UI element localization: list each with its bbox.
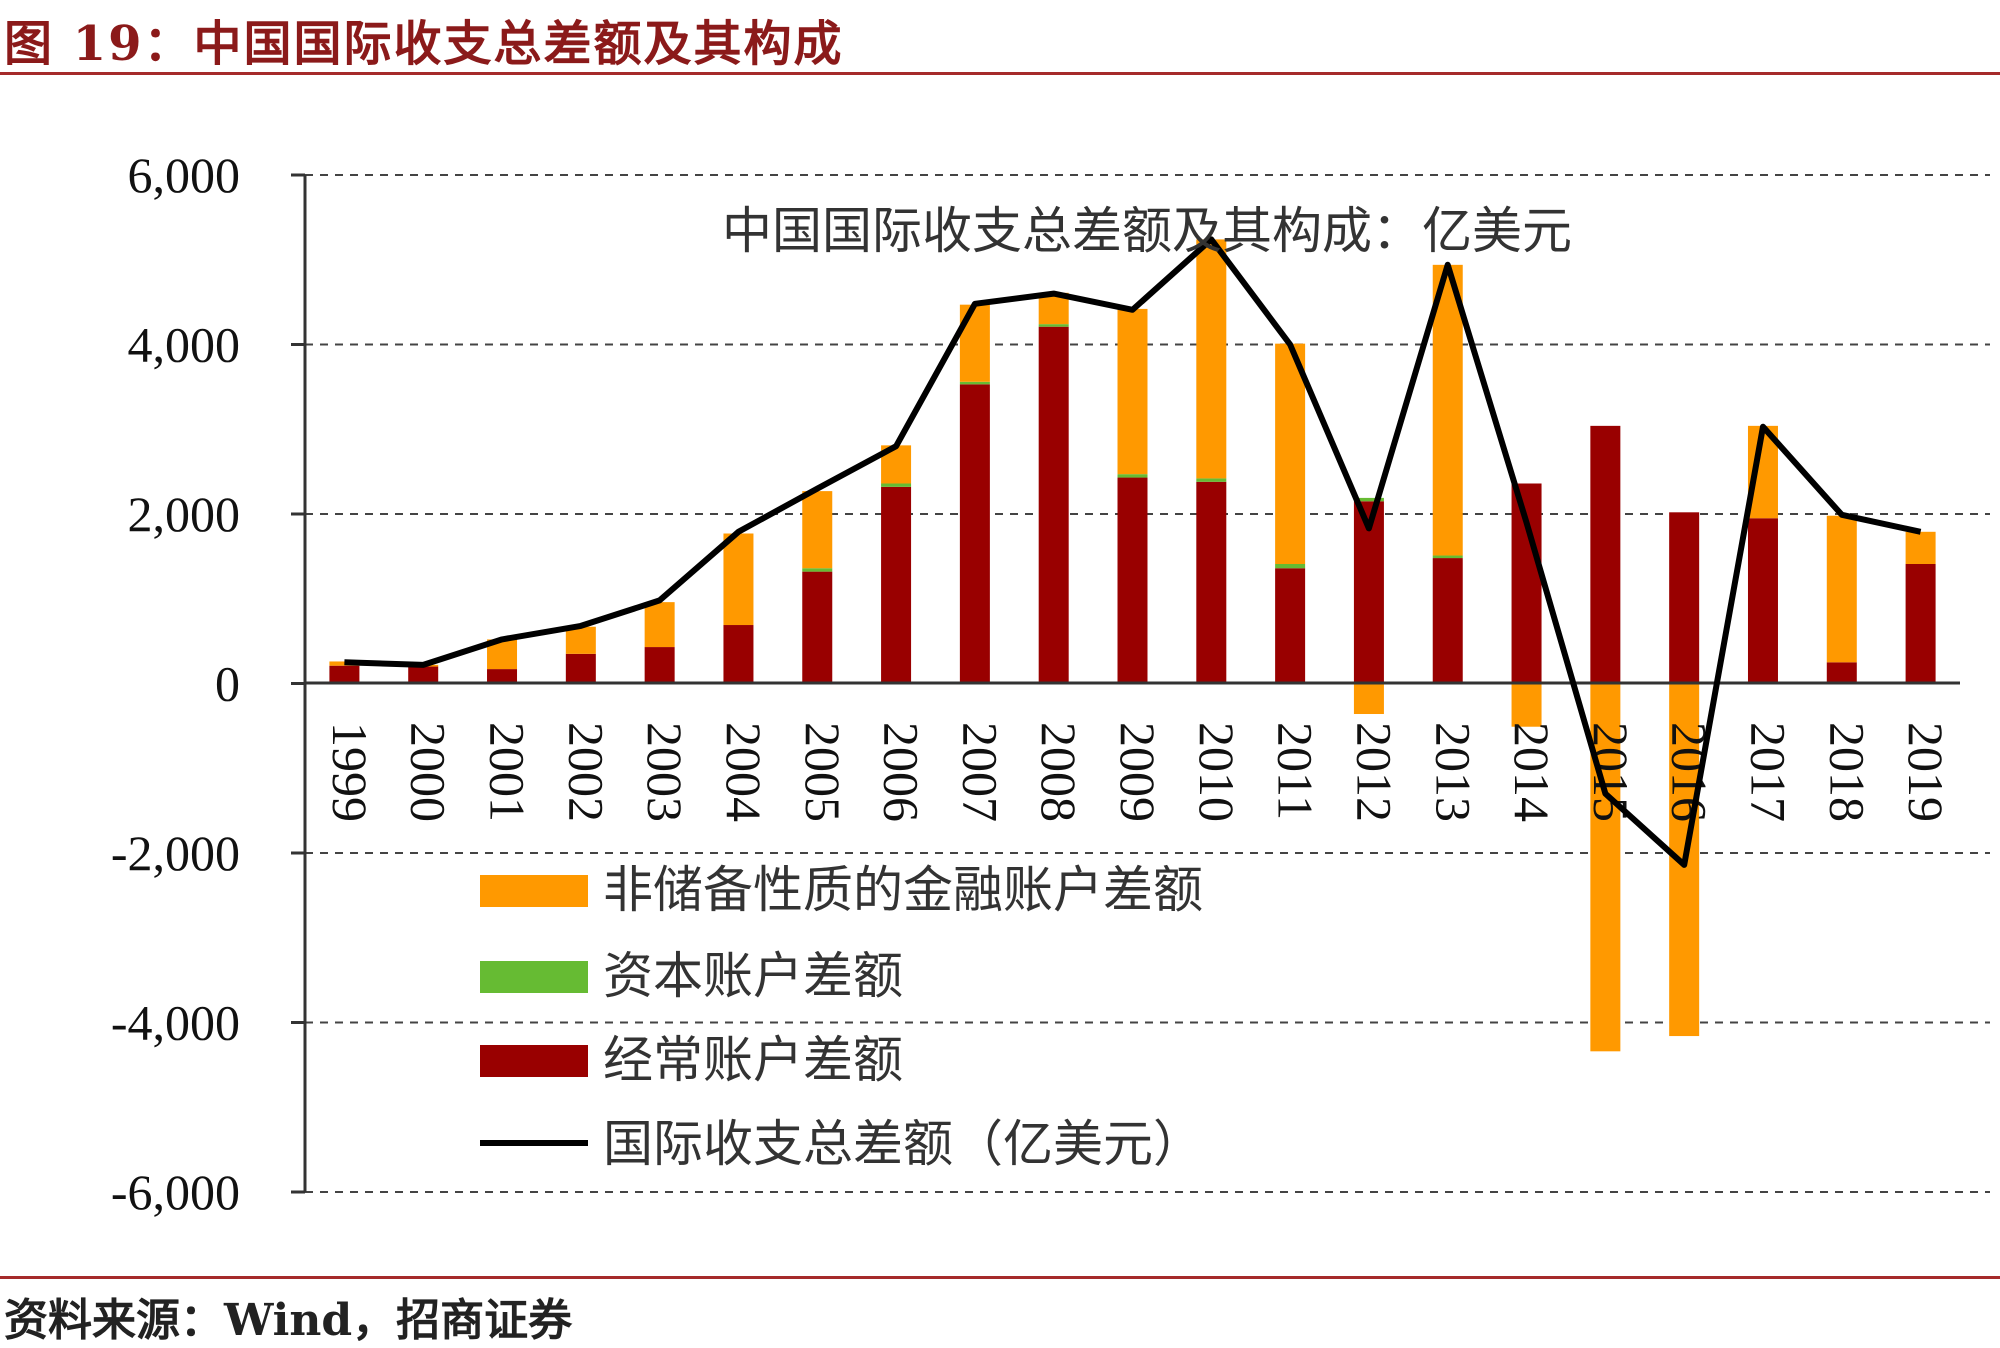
x-tick-label: 2001	[480, 722, 536, 822]
bar-current	[1590, 425, 1621, 684]
bar-current	[1275, 568, 1306, 684]
bar-capital	[959, 381, 990, 385]
x-tick-label: 2005	[795, 722, 851, 822]
bar-capital	[881, 483, 912, 487]
x-tick-label: 2014	[1504, 722, 1560, 822]
bar-current	[1432, 558, 1463, 684]
bar-current	[723, 625, 754, 684]
x-tick-label: 2018	[1819, 722, 1875, 822]
bar-financial	[1117, 308, 1148, 475]
x-tick-label: 2009	[1110, 722, 1166, 822]
x-tick-label: 2012	[1346, 722, 1402, 822]
y-tick-labels: 6,000 4,000 2,000 0 -2,000 -4,000 -6,000	[111, 147, 240, 1220]
y-tick-label: 4,000	[128, 317, 241, 373]
x-tick-label: 2019	[1898, 722, 1954, 822]
bar-financial	[1905, 531, 1936, 565]
series-line-total	[344, 236, 1922, 868]
legend-label-total: 国际收支总差额（亿美元）	[603, 1115, 1203, 1173]
bar-current	[329, 665, 360, 684]
x-tick-label: 2011	[1268, 722, 1324, 820]
x-tick-label: 2002	[558, 722, 614, 822]
y-tick-label: -2,000	[111, 825, 240, 881]
legend-swatch-current	[480, 1045, 588, 1077]
figure-title: 图 19：中国国际收支总差额及其构成	[4, 16, 844, 72]
bar-financial	[959, 304, 990, 382]
y-tick-label: -6,000	[111, 1164, 240, 1220]
x-tick-label: 2000	[401, 722, 457, 822]
bar-financial	[1353, 683, 1384, 715]
footer-rule	[0, 1276, 2000, 1279]
legend-swatch-financial	[480, 875, 588, 907]
bar-current	[487, 669, 518, 684]
bar-financial	[1432, 264, 1463, 556]
bar-current	[1747, 518, 1778, 684]
bar-financial	[1275, 343, 1306, 565]
bar-capital	[802, 568, 833, 572]
y-tick-label: -4,000	[111, 995, 240, 1051]
title-rule	[0, 72, 2000, 75]
legend-label-current: 经常账户差额	[603, 1031, 903, 1089]
bar-current	[1038, 326, 1069, 684]
bar-capital	[1353, 497, 1384, 502]
legend: 非储备性质的金融账户差额 资本账户差额 经常账户差额 国际收支总差额（亿美元）	[480, 861, 1203, 1173]
bars	[329, 239, 1936, 1052]
bar-financial	[723, 533, 754, 626]
bar-current	[1669, 512, 1700, 684]
x-tick-label: 2017	[1741, 722, 1797, 822]
legend-label-financial: 非储备性质的金融账户差额	[603, 861, 1203, 919]
source-note: 资料来源：Wind，招商证券	[4, 1295, 573, 1346]
x-tick-labels: 1999 2000 2001 2002 2003 2004 2005 2006 2007 2008…	[322, 722, 1954, 822]
x-tick-label: 2007	[952, 722, 1008, 822]
bar-current	[959, 384, 990, 684]
bar-current	[1117, 477, 1148, 684]
x-tick-label: 2013	[1425, 722, 1481, 822]
y-tick-label: 2,000	[128, 486, 241, 542]
bar-capital	[1038, 324, 1069, 327]
legend-swatch-capital	[480, 961, 588, 993]
bar-capital	[1432, 555, 1463, 559]
bar-capital	[1196, 478, 1227, 482]
legend-label-capital: 资本账户差额	[603, 947, 903, 1005]
bar-current	[1196, 481, 1227, 684]
x-tick-label: 2006	[874, 722, 930, 822]
bar-financial	[1590, 683, 1621, 1052]
x-tick-label: 2008	[1031, 722, 1087, 822]
bar-current	[1353, 501, 1384, 684]
x-tick-label: 2003	[637, 722, 693, 822]
bar-capital	[1117, 474, 1148, 478]
y-tick-label: 6,000	[128, 147, 241, 203]
bar-capital	[1275, 564, 1306, 569]
x-tick-label: 1999	[322, 722, 378, 822]
bar-financial	[565, 626, 596, 654]
bar-current	[408, 666, 439, 684]
bar-current	[565, 653, 596, 684]
total-balance-line	[344, 236, 1922, 868]
bar-current	[1826, 662, 1857, 684]
bar-financial	[1826, 515, 1857, 663]
y-tick-label: 0	[215, 656, 240, 712]
chart-title: 中国国际收支总差额及其构成：亿美元	[722, 202, 1572, 260]
bar-financial	[644, 602, 675, 648]
bar-current	[802, 571, 833, 684]
bar-current	[644, 647, 675, 684]
x-tick-label: 2004	[716, 722, 772, 822]
bar-financial	[1196, 239, 1227, 479]
bar-current	[881, 486, 912, 684]
bar-financial	[802, 491, 833, 569]
x-tick-label: 2010	[1189, 722, 1245, 822]
bar-current	[1905, 564, 1936, 684]
bar-financial	[1511, 683, 1542, 727]
